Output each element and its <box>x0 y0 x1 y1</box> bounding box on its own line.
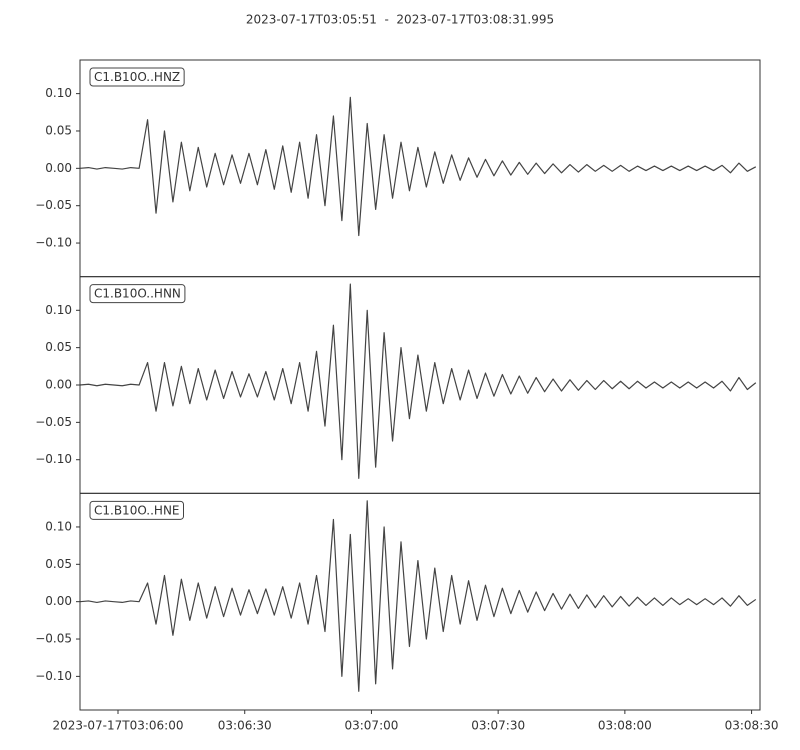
y-tick-label: 0.00 <box>45 594 72 608</box>
panel <box>80 96 757 237</box>
trace-label-box <box>89 284 186 304</box>
waveform <box>80 500 757 692</box>
y-tick-label: 0.00 <box>45 161 72 175</box>
y-tick-label: −0.05 <box>35 198 72 212</box>
x-tick-label: 03:08:00 <box>598 719 652 733</box>
y-tick-label: 0.05 <box>45 123 72 137</box>
waveform <box>80 96 757 237</box>
y-tick-label: −0.10 <box>35 236 72 250</box>
trace-label-box <box>89 500 184 520</box>
y-tick-label: 0.10 <box>45 519 72 533</box>
panel <box>80 283 757 479</box>
y-tick-label: 0.05 <box>45 557 72 571</box>
y-tick-label: 0.10 <box>45 86 72 100</box>
y-tick-label: −0.05 <box>35 632 72 646</box>
x-tick-label: 2023-07-17T03:06:00 <box>53 719 184 733</box>
y-tick-label: 0.05 <box>45 340 72 354</box>
trace-label: C1.B10O..HNN <box>94 287 181 301</box>
panel <box>80 500 757 692</box>
trace-label: C1.B10O..HNZ <box>94 70 180 84</box>
trace-label: C1.B10O..HNE <box>94 503 180 517</box>
waveform <box>80 283 757 479</box>
x-tick-label: 03:06:30 <box>218 719 272 733</box>
y-tick-label: 0.00 <box>45 378 72 392</box>
trace-label-box <box>89 67 185 87</box>
x-tick-label: 03:08:30 <box>725 719 779 733</box>
y-tick-label: 0.10 <box>45 303 72 317</box>
y-tick-label: −0.05 <box>35 415 72 429</box>
y-tick-label: −0.10 <box>35 452 72 466</box>
x-tick-label: 03:07:00 <box>344 719 398 733</box>
x-tick-label: 03:07:30 <box>471 719 525 733</box>
y-tick-label: −0.10 <box>35 669 72 683</box>
chart-title: 2023-07-17T03:05:51 - 2023-07-17T03:08:3… <box>246 13 554 27</box>
